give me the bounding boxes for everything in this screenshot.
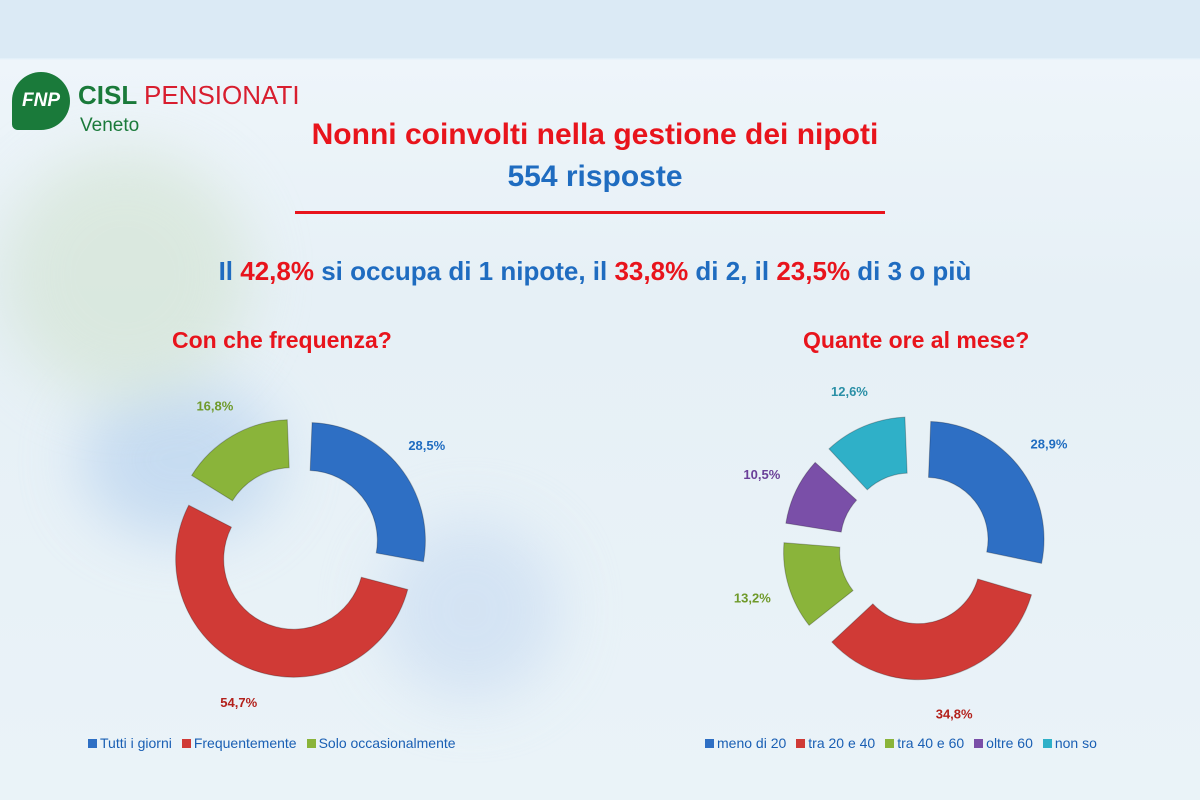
chart1-data-label-2: 16,8%	[196, 398, 233, 413]
logo-mark-text: FNP	[22, 90, 60, 111]
legend-swatch	[306, 739, 316, 748]
logo-pensionati: PENSIONATI	[144, 80, 300, 110]
chart2-data-label-0: 28,9%	[1031, 436, 1068, 451]
legend-label: meno di 20	[717, 735, 787, 751]
legend-item: non so	[1042, 735, 1097, 751]
chart2-data-label-3: 10,5%	[743, 467, 780, 482]
logo-cisl: CISL	[78, 80, 137, 110]
legend-item: tra 40 e 60	[885, 735, 964, 751]
legend-label: tra 20 e 40	[808, 735, 876, 751]
chart2-data-label-4: 12,6%	[831, 384, 868, 399]
page-title: Nonni coinvolti nella gestione dei nipot…	[311, 118, 879, 151]
legend-swatch	[796, 739, 806, 748]
logo-region: Veneto	[80, 115, 140, 136]
logo-name: CISL PENSIONATI	[78, 80, 300, 111]
legend-label: Solo occasionalmente	[318, 735, 456, 751]
chart1-slice-2	[190, 419, 290, 502]
legend-label: tra 40 e 60	[897, 735, 965, 751]
chart2-data-label-2: 13,2%	[734, 590, 771, 605]
legend-label: non so	[1054, 735, 1097, 751]
chart2-slice-2	[783, 542, 854, 627]
legend-item: meno di 20	[705, 735, 786, 751]
chart2-data-label-1: 34,8%	[936, 706, 973, 721]
title-divider	[295, 211, 885, 214]
legend-label: oltre 60	[986, 735, 1033, 751]
legend-swatch	[181, 739, 191, 748]
legend-item: oltre 60	[974, 735, 1033, 751]
chart1-slice-0	[309, 422, 426, 563]
legend-item: Tutti i giorni	[88, 735, 172, 751]
legend-swatch	[1042, 739, 1052, 748]
page-subtitle: 554 risposte	[507, 160, 683, 193]
chart1-data-label-0: 28,5%	[408, 438, 445, 453]
chart1-slice-1	[175, 504, 409, 678]
legend-item: tra 20 e 40	[796, 735, 875, 751]
legend-swatch	[885, 739, 895, 748]
legend-swatch	[974, 739, 984, 748]
legend-item: Frequentemente	[181, 735, 297, 751]
legend-label: Frequentemente	[193, 735, 297, 751]
legend-item: Solo occasionalmente	[306, 735, 456, 751]
chart2-slice-3	[785, 461, 858, 533]
chart1-title: Con che frequenza?	[172, 327, 392, 353]
logo-mark: FNP	[12, 72, 70, 130]
top-band	[0, 0, 1200, 58]
chart2-slice-0	[927, 420, 1045, 565]
chart1-legend: Tutti i giorni Frequentemente Solo occasio…	[88, 735, 456, 751]
legend-label: Tutti i giorni	[100, 735, 172, 751]
summary-line: Il 42,8% si occupa di 1 nipote, il 33,8%…	[218, 256, 972, 286]
legend-swatch	[88, 739, 97, 748]
legend-swatch	[705, 739, 714, 748]
chart2-title: Quante ore al mese?	[803, 327, 1030, 353]
chart2-slice-4	[828, 416, 908, 491]
chart2-slice-1	[831, 578, 1033, 681]
chart1-data-label-1: 54,7%	[220, 695, 257, 710]
chart2-legend: meno di 20 tra 20 e 40 tra 40 e 60 oltre 60…	[705, 735, 1097, 751]
